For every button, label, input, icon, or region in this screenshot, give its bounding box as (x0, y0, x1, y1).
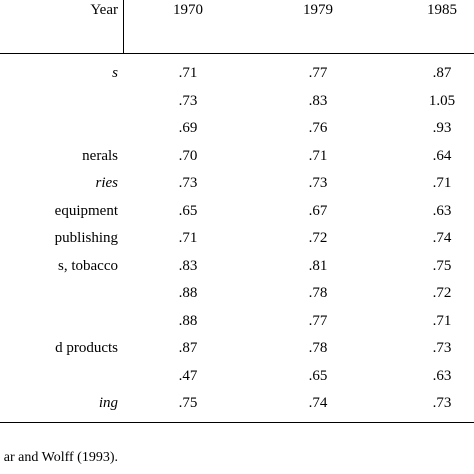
header-rule (0, 53, 474, 54)
row-value-1985: .72 (432, 285, 452, 301)
year-header-label: Year (90, 2, 118, 18)
column-header-1985: 1985 (427, 2, 457, 18)
row-value-1985: .87 (432, 65, 452, 81)
row-label: s, tobacco (58, 258, 118, 274)
row-value-1979: .81 (308, 258, 328, 274)
row-label: publishing (54, 230, 118, 246)
row-label (0, 312, 118, 330)
row-value-1985: .71 (432, 313, 452, 329)
header-column-divider (123, 0, 124, 53)
row-value-1979: .78 (308, 340, 328, 356)
row-value-1985: .63 (432, 203, 452, 219)
row-value-1979: .76 (308, 120, 328, 136)
row-value-1985: .71 (432, 175, 452, 191)
row-value-1970: .87 (178, 340, 198, 356)
row-value-1979: .65 (308, 368, 328, 384)
column-header-1970: 1970 (173, 2, 203, 18)
row-value-1985: .74 (432, 230, 452, 246)
row-value-1970: .71 (178, 230, 198, 246)
row-value-1985: .75 (432, 258, 452, 274)
row-value-1979: .67 (308, 203, 328, 219)
row-value-1985: 1.05 (428, 93, 456, 109)
row-value-1985: .73 (432, 395, 452, 411)
row-label (0, 284, 118, 302)
row-value-1970: .88 (178, 313, 198, 329)
row-value-1970: .73 (178, 175, 198, 191)
row-value-1979: .74 (308, 395, 328, 411)
column-header-1979: 1979 (303, 2, 333, 18)
row-label: ries (95, 175, 119, 191)
row-value-1970: .73 (178, 93, 198, 109)
row-value-1970: .88 (178, 285, 198, 301)
source-footnote: ar and Wolff (1993). (3, 450, 118, 465)
row-value-1970: .47 (178, 368, 198, 384)
row-value-1985: .63 (432, 368, 452, 384)
row-label: s (112, 65, 118, 81)
row-value-1970: .75 (178, 395, 198, 411)
row-label: equipment (54, 203, 118, 219)
row-label: ing (98, 395, 118, 411)
bottom-rule (0, 422, 474, 423)
row-label (0, 119, 118, 137)
row-value-1970: .69 (178, 120, 198, 136)
row-value-1979: .77 (308, 313, 328, 329)
row-value-1985: .64 (432, 148, 452, 164)
row-value-1979: .71 (308, 148, 328, 164)
row-value-1970: .70 (178, 148, 198, 164)
row-value-1979: .72 (308, 230, 328, 246)
row-value-1979: .73 (308, 175, 328, 191)
row-value-1979: .83 (308, 93, 328, 109)
row-value-1979: .77 (308, 65, 328, 81)
row-value-1979: .78 (308, 285, 328, 301)
row-value-1985: .93 (432, 120, 452, 136)
row-value-1985: .73 (432, 340, 452, 356)
row-label (0, 367, 118, 385)
row-value-1970: .71 (178, 65, 198, 81)
row-label (0, 92, 118, 110)
row-value-1970: .83 (178, 258, 198, 274)
row-label: nerals (82, 148, 118, 164)
row-value-1970: .65 (178, 203, 198, 219)
row-label: d products (55, 340, 118, 356)
